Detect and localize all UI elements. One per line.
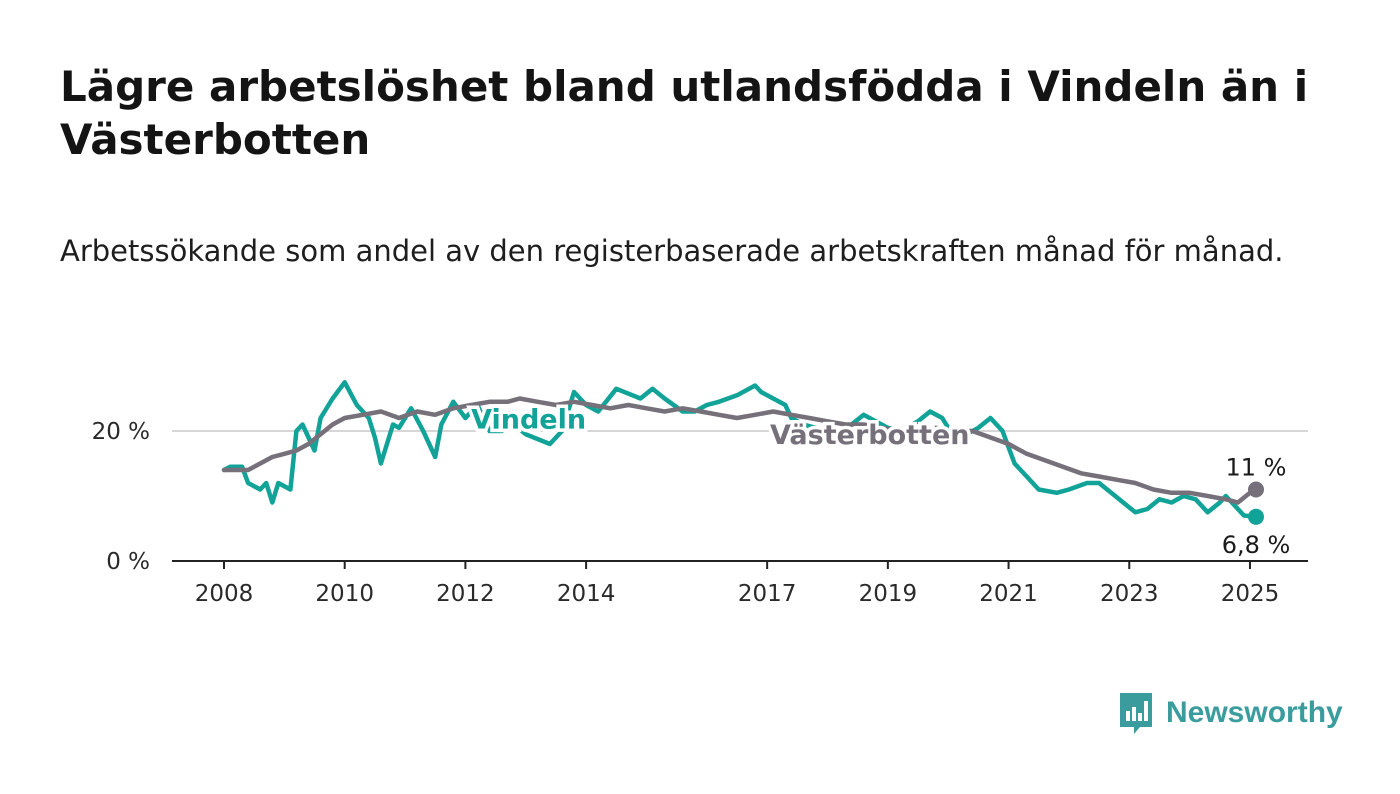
- x-tick-label: 2025: [1221, 581, 1280, 607]
- end-dot-vindeln: [1248, 508, 1264, 525]
- x-tick-label: 2012: [436, 581, 495, 607]
- end-label-vindeln: 6,8 %: [1222, 531, 1291, 559]
- series-line-vasterbotten: [221, 396, 1259, 505]
- end-dot-vasterbotten: [1248, 481, 1264, 498]
- x-tick-label: 2014: [557, 581, 616, 607]
- newsworthy-logo-text: Newsworthy: [1166, 696, 1343, 729]
- series-line-vindeln: [221, 380, 1259, 520]
- x-tick-label: 2017: [738, 581, 797, 607]
- chart-title: Lägre arbetslöshet bland utlandsfödda i …: [60, 62, 1309, 164]
- x-tick-label: 2010: [315, 581, 374, 607]
- x-tick-label: 2021: [979, 581, 1038, 607]
- x-tick-label: 2019: [859, 581, 918, 607]
- series-label-vasterbotten: Västerbotten: [770, 420, 969, 451]
- chart-subtitle: Arbetssökande som andel av den registerb…: [60, 234, 1284, 268]
- line-chart: 0 % 20 % 2008 2010 2012 2014 2017 2019 2021 2023 2…: [92, 380, 1308, 607]
- series-label-vindeln: Vindeln: [471, 404, 586, 435]
- newsworthy-logo: Newsworthy: [1118, 690, 1343, 736]
- y-tick-label: 0 %: [106, 549, 150, 575]
- end-label-vasterbotten: 11 %: [1226, 454, 1287, 482]
- y-tick-label: 20 %: [92, 419, 150, 445]
- x-tick-label: 2008: [195, 581, 254, 607]
- x-tick-label: 2023: [1100, 581, 1159, 607]
- newsworthy-logo-icon: [1120, 693, 1152, 734]
